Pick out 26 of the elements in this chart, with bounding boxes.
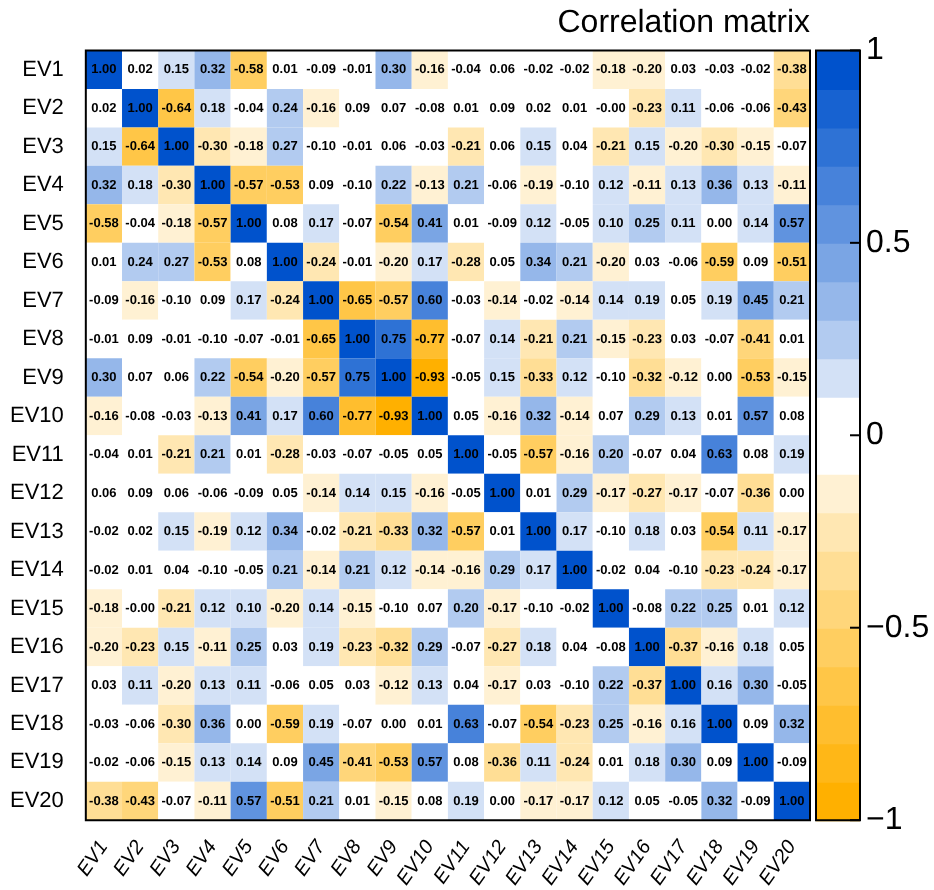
y-tick-label: EV5 bbox=[22, 211, 64, 236]
color-bar-label: −0.5 bbox=[866, 610, 930, 645]
y-tick-label: EV4 bbox=[22, 173, 64, 198]
y-tick-label: EV1 bbox=[22, 57, 64, 82]
y-tick-label: EV20 bbox=[9, 788, 64, 813]
y-tick-label: EV2 bbox=[22, 96, 64, 121]
y-tick-label: EV9 bbox=[22, 365, 64, 390]
chart-title: Correlation matrix bbox=[557, 6, 810, 41]
y-tick-label: EV6 bbox=[22, 250, 64, 275]
y-tick-label: EV12 bbox=[9, 481, 64, 506]
color-bar-label: 0 bbox=[866, 418, 884, 453]
color-bar-label: −1 bbox=[866, 802, 903, 837]
y-tick-label: EV15 bbox=[9, 596, 64, 621]
color-bar-label: 0.5 bbox=[866, 225, 911, 260]
y-tick-label: EV18 bbox=[9, 712, 64, 736]
y-tick-label: EV16 bbox=[9, 635, 64, 660]
y-tick-label: EV10 bbox=[9, 404, 64, 429]
y-tick-label: EV14 bbox=[9, 558, 64, 583]
y-tick-label: EV8 bbox=[22, 327, 64, 352]
y-tick-label: EV13 bbox=[9, 519, 64, 544]
y-tick-label: EV11 bbox=[11, 442, 64, 467]
y-tick-label: EV17 bbox=[9, 673, 64, 698]
y-tick-label: EV7 bbox=[22, 288, 64, 313]
y-tick-label: EV3 bbox=[22, 134, 64, 159]
y-tick-label: EV19 bbox=[9, 750, 64, 775]
color-bar-label: 1 bbox=[866, 33, 884, 68]
